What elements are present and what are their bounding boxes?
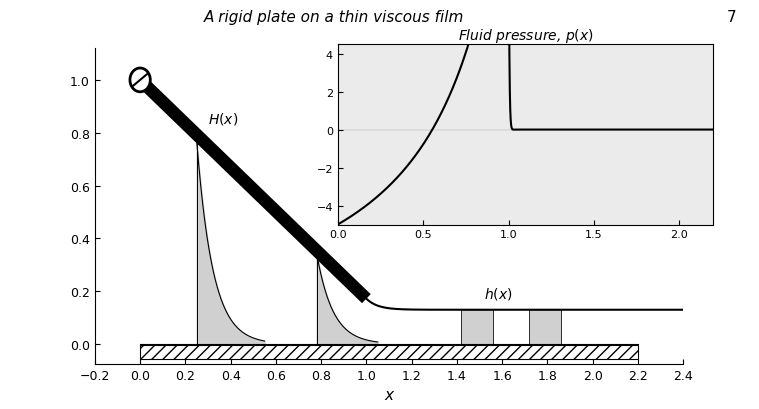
Title: Fluid pressure, $p(x)$: Fluid pressure, $p(x)$: [458, 27, 594, 45]
Text: 7: 7: [726, 10, 736, 25]
Text: $H(x)$: $H(x)$: [208, 110, 238, 126]
Circle shape: [130, 69, 150, 92]
Text: $h(x)$: $h(x)$: [484, 285, 512, 301]
Bar: [529, 310, 561, 344]
Bar: [461, 310, 493, 344]
Text: A rigid plate on a thin viscous film: A rigid plate on a thin viscous film: [203, 10, 465, 25]
Bar: [140, 346, 638, 359]
X-axis label: x: x: [385, 387, 393, 402]
